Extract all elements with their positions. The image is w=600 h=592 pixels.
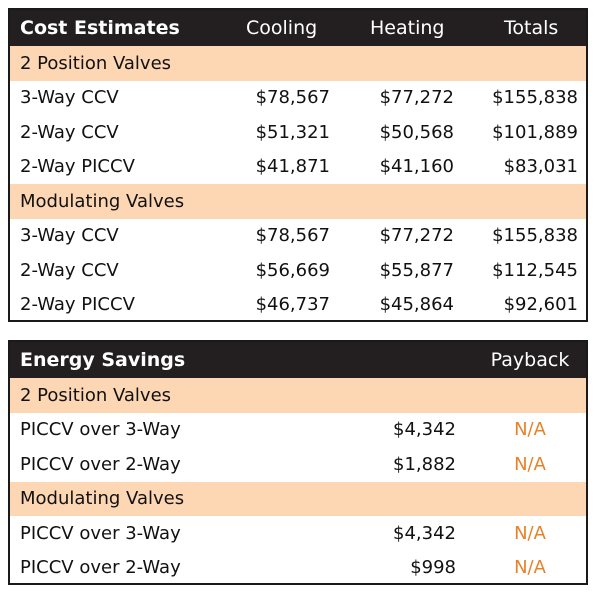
payback-value: N/A bbox=[514, 453, 546, 475]
section-label: 2 Position Valves bbox=[20, 52, 172, 74]
totals-column-header: Totals bbox=[504, 17, 559, 39]
heating-value: $77,272 bbox=[379, 87, 454, 109]
row-label: 2-Way CCV bbox=[20, 121, 119, 143]
row-label: PICCV over 3-Way bbox=[20, 419, 181, 441]
heating-value: $41,160 bbox=[379, 156, 454, 178]
table-row: 2-Way CCV $56,669 $55,877 $112,545 bbox=[10, 253, 586, 288]
heating-value: $50,568 bbox=[379, 121, 454, 143]
total-value: $155,838 bbox=[492, 225, 578, 247]
row-label: PICCV over 3-Way bbox=[20, 522, 181, 544]
total-value: $112,545 bbox=[492, 259, 578, 281]
cooling-value: $78,567 bbox=[255, 225, 330, 247]
table-row: 2-Way CCV $51,321 $50,568 $101,889 bbox=[10, 115, 586, 150]
section-label: Modulating Valves bbox=[20, 190, 185, 212]
savings-value: $1,882 bbox=[393, 453, 456, 475]
savings-value: $998 bbox=[410, 557, 456, 579]
total-value: $155,838 bbox=[492, 87, 578, 109]
table-row: 3-Way CCV $78,567 $77,272 $155,838 bbox=[10, 81, 586, 116]
row-label: 2-Way PICCV bbox=[20, 156, 135, 178]
table-row: 3-Way CCV $78,567 $77,272 $155,838 bbox=[10, 219, 586, 254]
section-label: 2 Position Valves bbox=[20, 384, 172, 406]
heating-column-header: Heating bbox=[370, 17, 445, 39]
cooling-value: $46,737 bbox=[255, 294, 330, 316]
row-label: PICCV over 2-Way bbox=[20, 557, 181, 579]
table-row: PICCV over 3-Way $4,342 N/A bbox=[10, 413, 586, 448]
payback-value: N/A bbox=[514, 419, 546, 441]
row-label: PICCV over 2-Way bbox=[20, 453, 181, 475]
heating-value: $77,272 bbox=[379, 225, 454, 247]
heating-value: $55,877 bbox=[379, 259, 454, 281]
table-row: PICCV over 2-Way $1,882 N/A bbox=[10, 447, 586, 482]
section-row-modulating-valves: Modulating Valves bbox=[10, 184, 586, 219]
payback-column-header: Payback bbox=[490, 349, 570, 371]
cooling-value: $56,669 bbox=[255, 259, 330, 281]
total-value: $83,031 bbox=[503, 156, 578, 178]
total-value: $101,889 bbox=[492, 121, 578, 143]
table-row: 2-Way PICCV $46,737 $45,864 $92,601 bbox=[10, 288, 586, 323]
heating-value: $45,864 bbox=[379, 294, 454, 316]
row-label: 3-Way CCV bbox=[20, 225, 119, 247]
energy-savings-table: Energy Savings Payback 2 Position Valves… bbox=[8, 340, 588, 585]
table-row: 2-Way PICCV $41,871 $41,160 $83,031 bbox=[10, 150, 586, 185]
table-row: PICCV over 2-Way $998 N/A bbox=[10, 551, 586, 586]
row-label: 2-Way PICCV bbox=[20, 294, 135, 316]
cost-estimates-table: Cost Estimates Cooling Heating Totals 2 … bbox=[8, 8, 588, 322]
row-label: 2-Way CCV bbox=[20, 259, 119, 281]
payback-value: N/A bbox=[514, 557, 546, 579]
total-value: $92,601 bbox=[503, 294, 578, 316]
cooling-value: $51,321 bbox=[255, 121, 330, 143]
cooling-value: $41,871 bbox=[255, 156, 330, 178]
row-label: 3-Way CCV bbox=[20, 87, 119, 109]
cooling-column-header: Cooling bbox=[246, 17, 318, 39]
section-row-modulating-valves: Modulating Valves bbox=[10, 481, 586, 516]
payback-value: N/A bbox=[514, 522, 546, 544]
table-row: PICCV over 3-Way $4,342 N/A bbox=[10, 516, 586, 551]
section-row-2-position-valves: 2 Position Valves bbox=[10, 378, 586, 413]
savings-value: $4,342 bbox=[393, 419, 456, 441]
section-row-2-position-valves: 2 Position Valves bbox=[10, 46, 586, 81]
cost-estimates-title: Cost Estimates bbox=[20, 17, 180, 39]
energy-savings-title: Energy Savings bbox=[20, 349, 186, 371]
energy-savings-header: Energy Savings Payback bbox=[10, 342, 586, 378]
cost-estimates-header: Cost Estimates Cooling Heating Totals bbox=[10, 10, 586, 46]
savings-value: $4,342 bbox=[393, 522, 456, 544]
section-label: Modulating Valves bbox=[20, 488, 185, 510]
cooling-value: $78,567 bbox=[255, 87, 330, 109]
